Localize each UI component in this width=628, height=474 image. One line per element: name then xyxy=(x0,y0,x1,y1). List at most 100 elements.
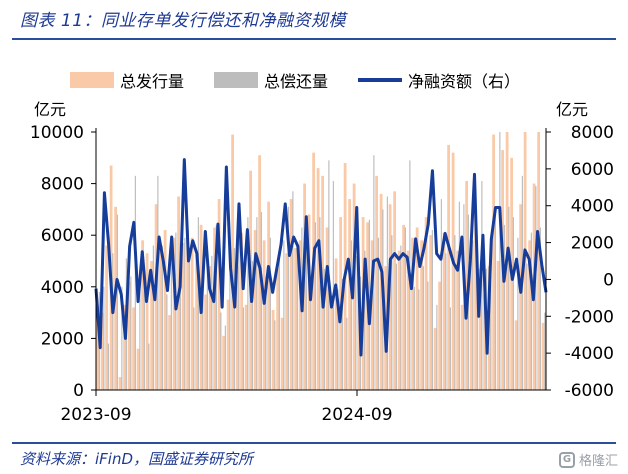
watermark-text: 格隆汇 xyxy=(578,454,618,469)
bar-issuance xyxy=(474,214,478,390)
bar-issuance xyxy=(307,214,311,390)
bar-repayment xyxy=(229,273,231,390)
bar-issuance xyxy=(379,193,383,390)
left-tick-label: 0 xyxy=(73,381,84,401)
bar-issuance xyxy=(136,348,140,390)
bar-repayment xyxy=(278,255,280,390)
right-tick-label: -4000 xyxy=(565,344,614,364)
bar-issuance xyxy=(163,230,167,390)
bar-repayment xyxy=(481,181,483,390)
bar-issuance xyxy=(415,227,419,390)
bar-issuance xyxy=(213,227,217,390)
watermark-logo-icon: G xyxy=(558,451,575,468)
bar-repayment xyxy=(544,312,546,390)
left-tick-label: 2000 xyxy=(41,329,84,349)
bar-issuance xyxy=(483,294,487,390)
bar-issuance xyxy=(244,304,248,390)
bar-repayment xyxy=(161,245,163,390)
bar-issuance xyxy=(267,201,271,390)
bar-issuance xyxy=(528,240,532,390)
bar-issuance xyxy=(294,248,298,390)
bar-repayment xyxy=(107,343,109,390)
bar-issuance xyxy=(433,328,437,390)
bar-repayment xyxy=(152,245,154,390)
bar-repayment xyxy=(449,307,451,390)
bar-repayment xyxy=(350,240,352,390)
bar-issuance xyxy=(442,232,446,390)
bar-repayment xyxy=(341,279,343,390)
legend-swatch-net-financing xyxy=(358,78,403,82)
bar-repayment xyxy=(139,286,141,390)
bar-issuance xyxy=(496,261,500,390)
bar-issuance xyxy=(141,240,145,390)
bar-repayment xyxy=(134,175,136,390)
bar-issuance xyxy=(402,224,406,390)
bar-repayment xyxy=(517,237,519,390)
bar-repayment xyxy=(220,312,222,390)
bar-repayment xyxy=(269,237,271,390)
bar-repayment xyxy=(188,250,190,390)
bar-issuance xyxy=(159,250,163,390)
bar-issuance xyxy=(451,152,455,390)
bar-repayment xyxy=(494,211,496,390)
bar-issuance xyxy=(208,266,212,390)
chart-legend: 总发行量 总偿还量 净融资额（右） xyxy=(70,68,520,92)
bar-repayment xyxy=(310,297,312,390)
bar-issuance xyxy=(424,217,428,390)
bar-issuance xyxy=(271,310,275,390)
bar-repayment xyxy=(296,242,298,390)
bar-repayment xyxy=(404,227,406,390)
bar-repayment xyxy=(247,217,249,390)
bar-issuance xyxy=(132,307,136,390)
title-rule xyxy=(12,38,616,40)
bar-issuance xyxy=(429,235,433,390)
legend-item-repayment: 总偿还量 xyxy=(214,68,328,92)
bar-repayment xyxy=(346,317,348,390)
bar-repayment xyxy=(436,304,438,390)
bar-repayment xyxy=(391,235,393,390)
bar-issuance xyxy=(217,199,221,390)
bar-repayment xyxy=(337,289,339,390)
bar-repayment xyxy=(265,276,267,390)
bar-issuance xyxy=(411,237,415,390)
source-note: 资料来源：iFinD，国盛证券研究所 xyxy=(20,450,254,468)
bar-issuance xyxy=(204,294,208,390)
bar-issuance xyxy=(397,250,401,390)
bar-repayment xyxy=(476,268,478,390)
bar-issuance xyxy=(519,204,523,390)
bar-repayment xyxy=(112,253,114,390)
legend-item-issuance: 总发行量 xyxy=(70,68,184,92)
bar-repayment xyxy=(179,242,181,390)
bar-repayment xyxy=(490,253,492,390)
bar-repayment xyxy=(251,261,253,390)
bar-repayment xyxy=(224,325,226,390)
bar-issuance xyxy=(123,304,127,390)
bar-repayment xyxy=(143,284,145,390)
bar-repayment xyxy=(454,235,456,390)
left-tick-label: 4000 xyxy=(41,278,84,298)
bar-issuance xyxy=(190,237,194,390)
bar-repayment xyxy=(238,214,240,390)
bar-issuance xyxy=(118,377,122,390)
bar-repayment xyxy=(202,276,204,390)
bar-repayment xyxy=(539,227,541,390)
bar-issuance xyxy=(541,322,545,390)
legend-swatch-issuance xyxy=(70,72,114,88)
bar-issuance xyxy=(280,317,284,390)
bar-issuance xyxy=(181,242,185,390)
bar-repayment xyxy=(499,132,501,390)
bar-issuance xyxy=(231,134,235,390)
bar-repayment xyxy=(526,263,528,390)
bar-issuance xyxy=(514,320,518,390)
right-tick-label: 4000 xyxy=(571,197,614,217)
bar-repayment xyxy=(431,230,433,390)
bar-repayment xyxy=(332,181,334,390)
bar-issuance xyxy=(330,307,334,390)
bar-repayment xyxy=(175,232,177,390)
bar-repayment xyxy=(260,211,262,390)
bar-repayment xyxy=(215,224,217,390)
figure-title: 图表 11：同业存单发行偿还和净融资规模 xyxy=(20,11,347,31)
bar-repayment xyxy=(508,206,510,390)
bar-repayment xyxy=(287,206,289,390)
bar-repayment xyxy=(116,214,118,390)
